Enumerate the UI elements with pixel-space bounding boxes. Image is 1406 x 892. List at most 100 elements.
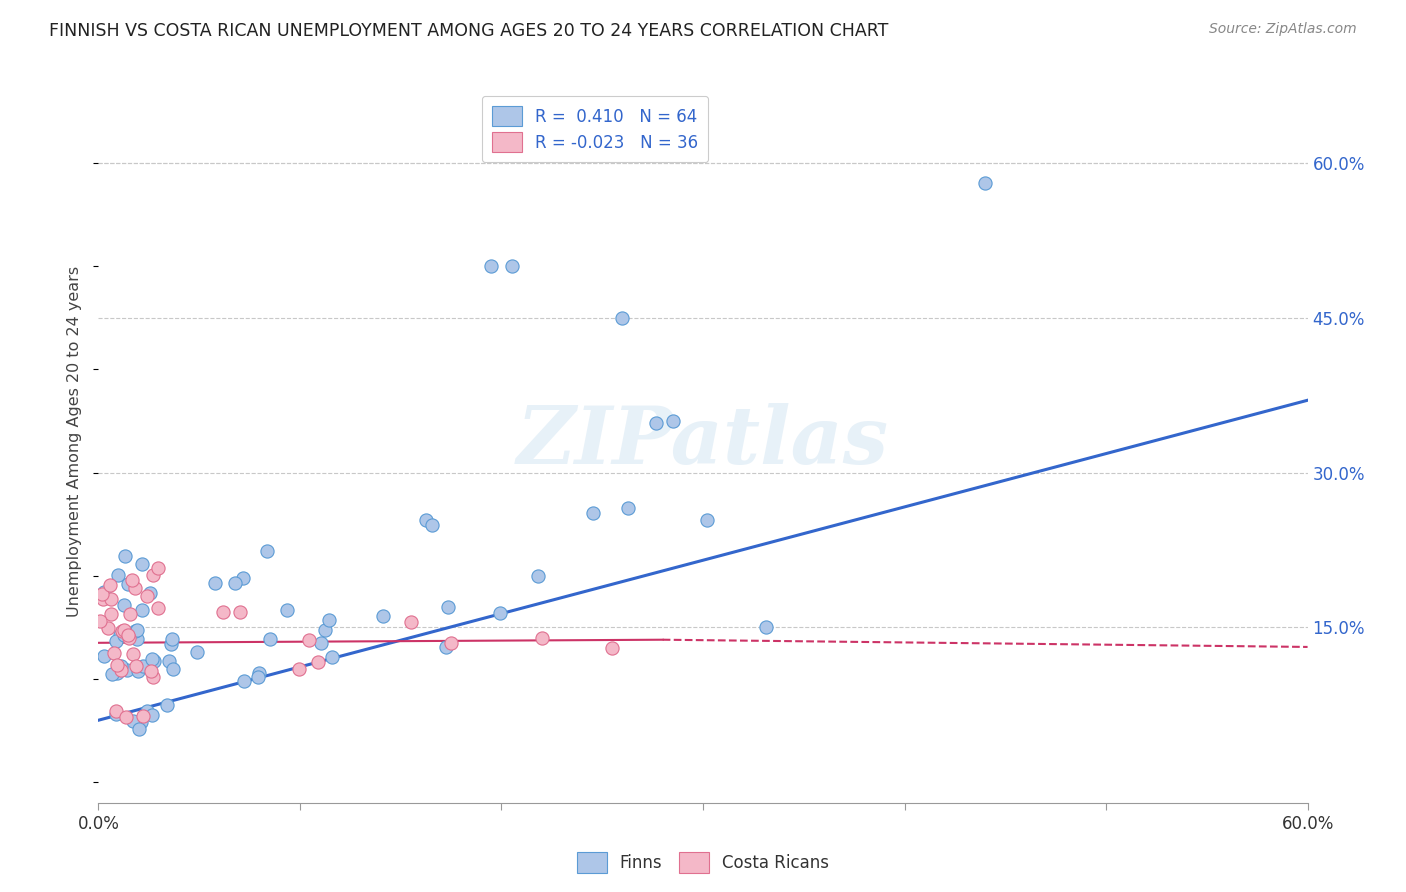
Point bbox=[298, 633, 321, 648]
Point bbox=[246, 670, 269, 684]
Point bbox=[434, 640, 457, 655]
Point bbox=[103, 646, 125, 660]
Point bbox=[125, 623, 148, 637]
Point bbox=[661, 414, 683, 428]
Point bbox=[211, 605, 233, 619]
Legend: R =  0.410   N = 64, R = -0.023   N = 36: R = 0.410 N = 64, R = -0.023 N = 36 bbox=[482, 95, 709, 162]
Point bbox=[125, 632, 148, 647]
Point bbox=[122, 714, 145, 728]
Point bbox=[160, 637, 183, 651]
Point bbox=[420, 517, 443, 532]
Point bbox=[276, 602, 298, 616]
Point bbox=[139, 665, 162, 679]
Point bbox=[136, 589, 159, 603]
Y-axis label: Unemployment Among Ages 20 to 24 years: Unemployment Among Ages 20 to 24 years bbox=[67, 266, 83, 617]
Point bbox=[501, 259, 523, 273]
Point bbox=[131, 708, 153, 723]
Point bbox=[318, 613, 340, 627]
Point bbox=[530, 631, 553, 645]
Point bbox=[121, 647, 143, 661]
Point bbox=[112, 623, 135, 637]
Point bbox=[105, 666, 128, 681]
Point bbox=[582, 506, 605, 520]
Point bbox=[612, 310, 634, 325]
Point bbox=[131, 658, 153, 673]
Point bbox=[100, 578, 122, 592]
Point bbox=[481, 259, 503, 273]
Point bbox=[141, 707, 163, 722]
Point bbox=[125, 658, 148, 673]
Point bbox=[602, 640, 624, 655]
Point bbox=[527, 569, 550, 583]
Point bbox=[117, 663, 139, 677]
Point bbox=[696, 513, 718, 527]
Point bbox=[321, 650, 343, 665]
Point bbox=[139, 586, 162, 600]
Point bbox=[127, 665, 149, 679]
Point bbox=[93, 584, 115, 599]
Point bbox=[311, 636, 333, 650]
Point bbox=[288, 662, 311, 676]
Point bbox=[107, 567, 129, 582]
Text: Source: ZipAtlas.com: Source: ZipAtlas.com bbox=[1209, 22, 1357, 37]
Point bbox=[142, 670, 165, 684]
Point bbox=[755, 620, 778, 634]
Point bbox=[156, 698, 179, 713]
Point bbox=[399, 615, 422, 630]
Point bbox=[162, 662, 184, 676]
Point bbox=[307, 655, 329, 669]
Point bbox=[89, 614, 111, 628]
Point bbox=[101, 666, 124, 681]
Point bbox=[112, 599, 135, 613]
Point bbox=[141, 652, 163, 666]
Text: FINNISH VS COSTA RICAN UNEMPLOYMENT AMONG AGES 20 TO 24 YEARS CORRELATION CHART: FINNISH VS COSTA RICAN UNEMPLOYMENT AMON… bbox=[49, 22, 889, 40]
Point bbox=[111, 624, 134, 639]
Point bbox=[117, 577, 139, 591]
Point bbox=[105, 657, 128, 672]
Point bbox=[224, 576, 246, 591]
Point bbox=[228, 605, 250, 619]
Point bbox=[135, 704, 157, 718]
Point bbox=[644, 417, 666, 431]
Point bbox=[415, 513, 437, 527]
Point bbox=[114, 549, 136, 563]
Point bbox=[97, 621, 120, 635]
Point bbox=[204, 575, 226, 590]
Text: ZIPatlas: ZIPatlas bbox=[517, 403, 889, 480]
Point bbox=[616, 500, 638, 515]
Point bbox=[146, 601, 169, 615]
Point bbox=[105, 707, 128, 722]
Legend: Finns, Costa Ricans: Finns, Costa Ricans bbox=[569, 846, 837, 880]
Point bbox=[143, 654, 166, 668]
Point bbox=[128, 722, 150, 736]
Point bbox=[110, 664, 132, 678]
Point bbox=[114, 709, 136, 723]
Point bbox=[440, 636, 463, 650]
Point bbox=[247, 666, 270, 681]
Point bbox=[142, 567, 165, 582]
Point bbox=[259, 632, 281, 647]
Point bbox=[131, 603, 153, 617]
Point bbox=[100, 591, 122, 606]
Point bbox=[186, 645, 208, 659]
Point bbox=[124, 624, 146, 638]
Point bbox=[110, 659, 132, 673]
Point bbox=[371, 609, 394, 624]
Point bbox=[118, 607, 141, 621]
Point bbox=[437, 600, 460, 615]
Point bbox=[129, 714, 152, 729]
Point bbox=[100, 607, 122, 621]
Point bbox=[117, 628, 139, 642]
Point bbox=[488, 606, 510, 620]
Point bbox=[105, 634, 128, 648]
Point bbox=[131, 558, 153, 572]
Point bbox=[146, 561, 169, 575]
Point bbox=[121, 573, 143, 587]
Point bbox=[124, 581, 146, 595]
Point bbox=[110, 628, 132, 642]
Point bbox=[233, 673, 256, 688]
Point bbox=[91, 587, 114, 601]
Point bbox=[114, 628, 136, 642]
Point bbox=[118, 631, 141, 645]
Point bbox=[974, 177, 997, 191]
